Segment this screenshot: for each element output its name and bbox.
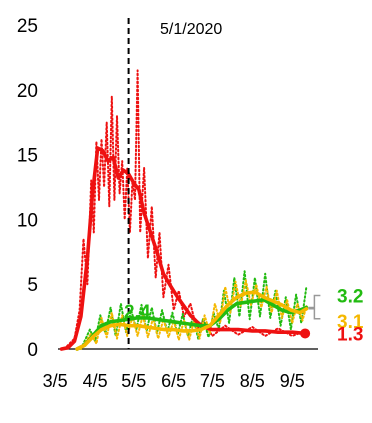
x-axis: 3/5 4/5 5/5 6/5 7/5 8/5 9/5: [43, 348, 318, 391]
green-end-value-label: 3.2: [337, 287, 363, 308]
reference-line-group: 5/1/2020: [127, 18, 222, 349]
reference-date-label: 5/1/2020: [160, 21, 222, 38]
yellow-average-series-line: [75, 290, 309, 351]
yellow-daily-series-line: [79, 279, 308, 350]
y-tick-label: 25: [17, 16, 38, 37]
y-tick-label: 20: [17, 81, 38, 102]
x-tick-label: 3/5: [43, 371, 68, 391]
smoothed-series-group: [59, 146, 309, 351]
yellow-end-value-label: 3.1: [337, 312, 364, 333]
value-labels-group: 3.2 3.11.3 2.4: [124, 287, 364, 346]
x-tick-label: 8/5: [240, 371, 265, 391]
x-tick-label: 7/5: [200, 371, 225, 391]
y-tick-label: 0: [27, 340, 38, 361]
red-average-series-line: [59, 146, 307, 351]
yellow-label-connector: [308, 308, 321, 320]
y-tick-label: 15: [17, 146, 38, 167]
red-end-value-label: 1.3: [337, 324, 363, 345]
green-mid-value-label: 2.4: [124, 302, 151, 323]
y-axis: 0 5 10 15 20 25: [17, 16, 38, 361]
x-tick-label: 4/5: [83, 371, 108, 391]
y-tick-label: 10: [17, 210, 38, 231]
x-tick-label: 6/5: [161, 371, 186, 391]
x-tick-label: 9/5: [280, 371, 305, 391]
green-average-series-line: [75, 297, 309, 351]
x-tick-label: 5/5: [121, 371, 146, 391]
red-series-end-marker: [300, 328, 311, 339]
green-label-connector: [308, 294, 321, 309]
y-tick-label: 5: [27, 275, 38, 296]
